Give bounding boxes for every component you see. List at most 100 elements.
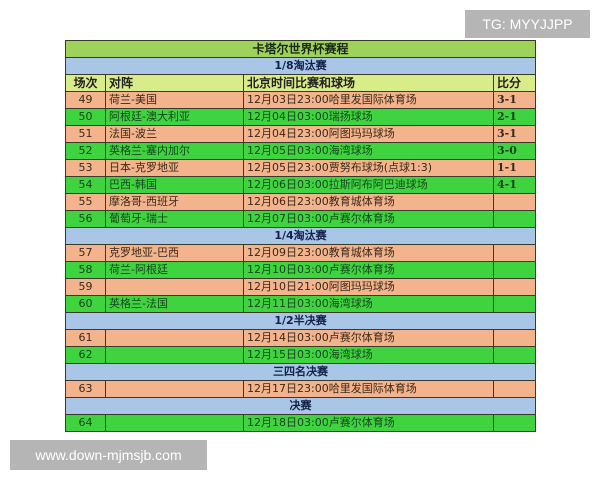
table-row: 59 12月10日21:00阿图玛玛球场 [65,278,537,296]
cell-time: 12月06日03:00拉斯阿布阿巴迪球场 [243,176,494,194]
cell-time: 12月18日03:00卢赛尔体育场 [243,414,494,432]
cell-match [105,414,244,432]
cell-match: 葡萄牙-瑞士 [105,210,244,228]
cell-match: 克罗地亚-巴西 [105,244,244,262]
cell-no: 56 [65,210,106,228]
cell-no: 58 [65,261,106,279]
column-header-no: 场次 [65,74,106,92]
cell-time: 12月09日23:00教育城体育场 [243,244,494,262]
table-row: 49 荷兰-美国 12月03日23:00哈里发国际体育场 3-1 [65,91,537,109]
cell-match: 英格兰-塞内加尔 [105,142,244,160]
cell-time: 12月06日23:00教育城体育场 [243,193,494,211]
stage-name: 决赛 [64,397,537,415]
column-header-score: 比分 [492,74,537,92]
column-header-row: 场次 对阵 北京时间比赛和球场 比分 [65,74,537,92]
stage-name: 1/2半决赛 [64,312,537,330]
cell-score: 3-1 [492,91,537,109]
cell-time: 12月15日03:00海湾球场 [243,346,494,364]
cell-match [105,346,244,364]
cell-match: 英格兰-法国 [105,295,244,313]
cell-score: 4-1 [492,176,537,194]
cell-time: 12月07日03:00卢赛尔体育场 [243,210,494,228]
stage-name: 三四名决赛 [64,363,537,381]
cell-match [105,380,244,398]
table-row: 57 克罗地亚-巴西 12月09日23:00教育城体育场 [65,244,537,262]
stage-header-row: 决赛 [64,397,537,415]
stage-name: 1/4淘汰赛 [64,227,537,245]
cell-match: 荷兰-美国 [105,91,244,109]
table-row: 53 日本-克罗地亚 12月05日23:00贾努布球场(点球1:3) 1-1 [65,159,537,177]
cell-time: 12月03日23:00哈里发国际体育场 [243,91,494,109]
table-row: 58 荷兰-阿根廷 12月10日03:00卢赛尔体育场 [65,261,537,279]
table-title-row: 卡塔尔世界杯赛程 [64,40,537,58]
table-row: 54 巴西-韩国 12月06日03:00拉斯阿布阿巴迪球场 4-1 [65,176,537,194]
cell-score [492,244,537,262]
cell-no: 63 [65,380,106,398]
cell-score: 3-1 [492,125,537,143]
cell-time: 12月04日23:00阿图玛玛球场 [243,125,494,143]
cell-score [492,295,537,313]
schedule-table: 卡塔尔世界杯赛程 1/8淘汰赛 场次 对阵 北京时间比赛和球场 比分 49 荷兰-美国 12月… [64,40,537,432]
cell-score [492,414,537,432]
stage-header-row: 1/4淘汰赛 [64,227,537,245]
table-row: 56 葡萄牙-瑞士 12月07日03:00卢赛尔体育场 [65,210,537,228]
table-row: 63 12月17日23:00哈里发国际体育场 [65,380,537,398]
cell-no: 54 [65,176,106,194]
cell-match [105,329,244,347]
stage-name: 1/8淘汰赛 [64,57,537,75]
cell-no: 61 [65,329,106,347]
cell-no: 53 [65,159,106,177]
cell-time: 12月10日03:00卢赛尔体育场 [243,261,494,279]
cell-match: 阿根廷-澳大利亚 [105,108,244,126]
watermark-bottom: www.down-mjmsjb.com [10,440,207,470]
table-row: 55 摩洛哥-西班牙 12月06日23:00教育城体育场 [65,193,537,211]
cell-score: 3-0 [492,142,537,160]
watermark-top: TG: MYYJJPP [465,10,590,38]
cell-score: 2-1 [492,108,537,126]
cell-time: 12月14日03:00卢赛尔体育场 [243,329,494,347]
cell-score [492,278,537,296]
stage-header-row: 三四名决赛 [64,363,537,381]
cell-score: 1-1 [492,159,537,177]
cell-score [492,346,537,364]
cell-score [492,380,537,398]
cell-no: 50 [65,108,106,126]
stage-header-row: 1/8淘汰赛 [64,57,537,75]
cell-match [105,278,244,296]
cell-match: 摩洛哥-西班牙 [105,193,244,211]
table-row: 50 阿根廷-澳大利亚 12月04日03:00瑞扬球场 2-1 [65,108,537,126]
table-row: 62 12月15日03:00海湾球场 [65,346,537,364]
cell-time: 12月05日03:00海湾球场 [243,142,494,160]
cell-no: 64 [65,414,106,432]
cell-time: 12月17日23:00哈里发国际体育场 [243,380,494,398]
cell-time: 12月05日23:00贾努布球场(点球1:3) [243,159,494,177]
cell-no: 55 [65,193,106,211]
cell-score [492,329,537,347]
table-row: 61 12月14日03:00卢赛尔体育场 [65,329,537,347]
column-header-time: 北京时间比赛和球场 [243,74,494,92]
cell-match: 巴西-韩国 [105,176,244,194]
cell-no: 62 [65,346,106,364]
cell-time: 12月11日03:00海湾球场 [243,295,494,313]
column-header-match: 对阵 [105,74,244,92]
cell-score [492,193,537,211]
stage-header-row: 1/2半决赛 [64,312,537,330]
cell-no: 57 [65,244,106,262]
cell-no: 49 [65,91,106,109]
cell-match: 荷兰-阿根廷 [105,261,244,279]
cell-no: 60 [65,295,106,313]
cell-time: 12月10日21:00阿图玛玛球场 [243,278,494,296]
table-title: 卡塔尔世界杯赛程 [64,40,537,58]
cell-no: 51 [65,125,106,143]
table-row: 51 法国-波兰 12月04日23:00阿图玛玛球场 3-1 [65,125,537,143]
cell-score [492,261,537,279]
cell-match: 日本-克罗地亚 [105,159,244,177]
table-row: 64 12月18日03:00卢赛尔体育场 [65,414,537,432]
table-row: 60 英格兰-法国 12月11日03:00海湾球场 [65,295,537,313]
table-row: 52 英格兰-塞内加尔 12月05日03:00海湾球场 3-0 [65,142,537,160]
cell-match: 法国-波兰 [105,125,244,143]
cell-no: 59 [65,278,106,296]
cell-time: 12月04日03:00瑞扬球场 [243,108,494,126]
cell-no: 52 [65,142,106,160]
cell-score [492,210,537,228]
